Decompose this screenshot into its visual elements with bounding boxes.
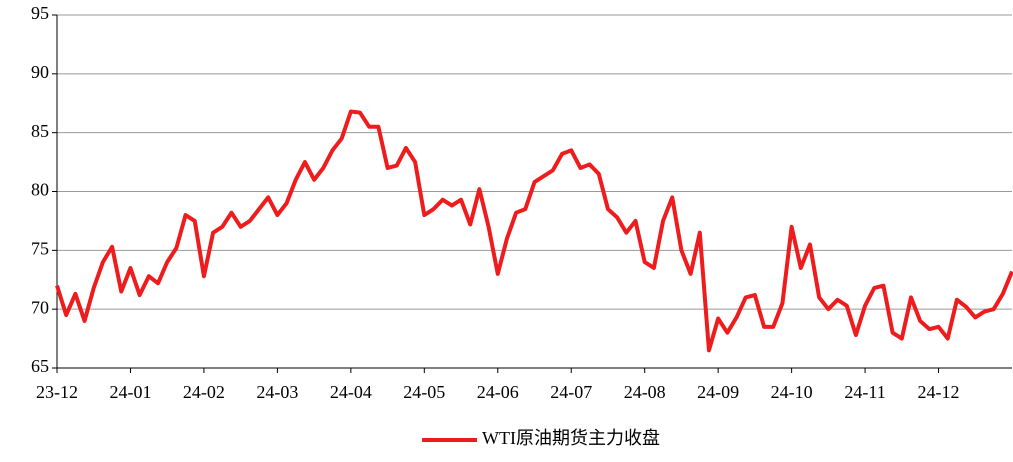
x-tick-label: 24-08 (624, 382, 666, 402)
x-tick-label: 24-02 (183, 382, 225, 402)
y-tick-label: 90 (31, 62, 49, 82)
x-tick-label: 24-04 (330, 382, 372, 402)
y-tick-label: 65 (31, 356, 49, 376)
x-tick-label: 24-12 (918, 382, 960, 402)
y-tick-label: 70 (31, 297, 49, 317)
x-tick-label: 24-11 (844, 382, 885, 402)
legend-label: WTI原油期货主力收盘 (482, 428, 660, 448)
y-tick-label: 75 (31, 238, 49, 258)
x-tick-label: 23-12 (36, 382, 78, 402)
x-tick-label: 24-03 (256, 382, 298, 402)
x-tick-label: 24-05 (403, 382, 445, 402)
x-tick-label: 24-09 (697, 382, 739, 402)
x-tick-label: 24-10 (771, 382, 813, 402)
line (55, 109, 1013, 353)
y-tick-label: 85 (31, 121, 49, 141)
y-tick-label: 80 (31, 180, 49, 200)
x-tick-label: 24-07 (550, 382, 592, 402)
y-tick-label: 95 (31, 3, 49, 23)
x-tick-label: 24-06 (477, 382, 519, 402)
x-tick-label: 24-01 (109, 382, 151, 402)
